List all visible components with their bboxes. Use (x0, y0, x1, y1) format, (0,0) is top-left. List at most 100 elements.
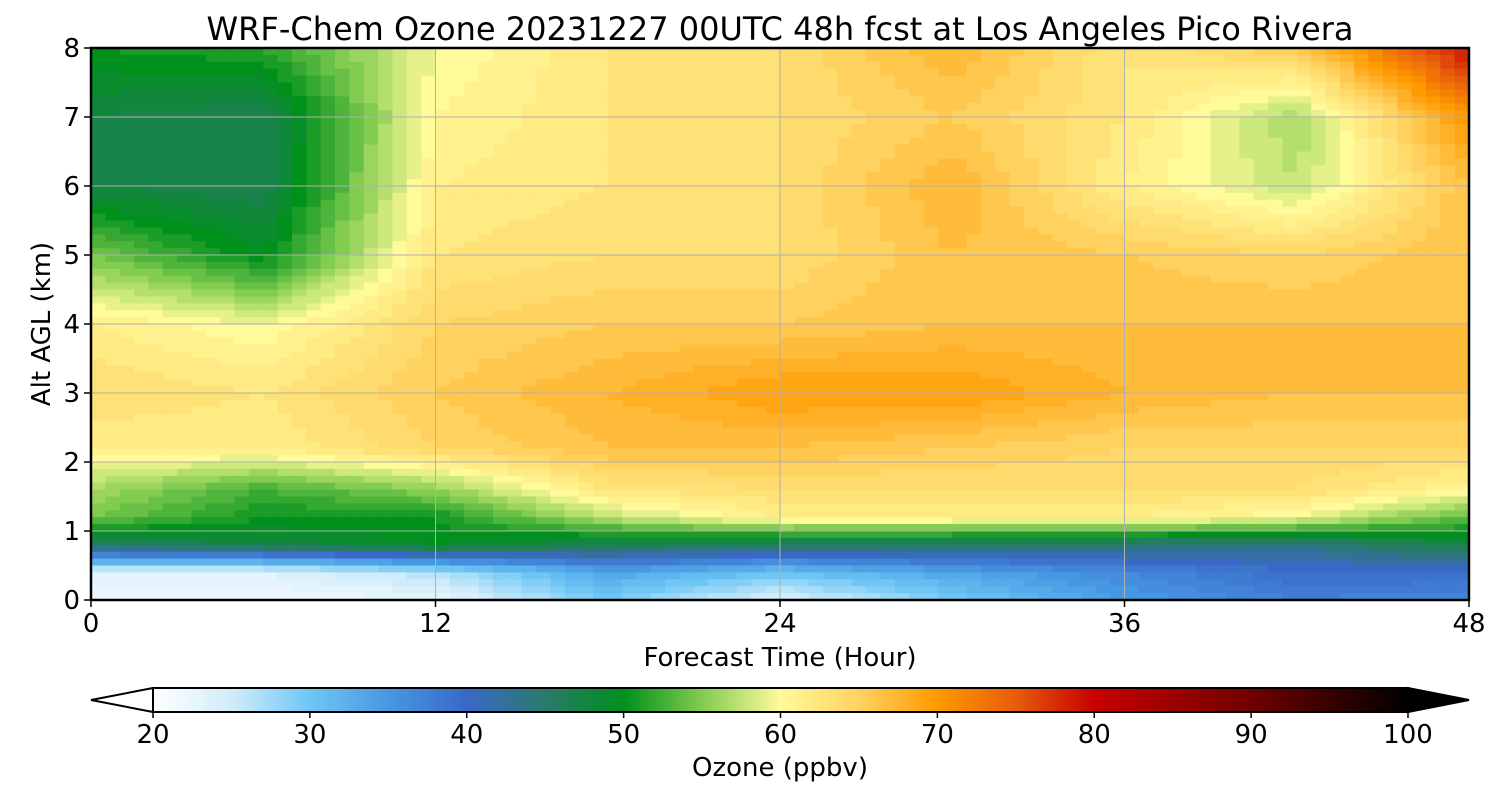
ozone-cell (1110, 344, 1126, 353)
ozone-cell (363, 151, 379, 159)
ozone-cell (693, 255, 709, 263)
ozone-cell (693, 110, 709, 118)
ozone-cell (1325, 386, 1341, 394)
ozone-cell (177, 358, 193, 366)
ozone-cell (650, 54, 666, 63)
ozone-cell (1052, 303, 1068, 311)
ozone-cell (177, 54, 193, 63)
ozone-cell (1425, 54, 1441, 63)
ozone-cell (1296, 372, 1312, 380)
ozone-cell (823, 206, 839, 215)
ozone-cell (478, 268, 494, 277)
ozone-cell (306, 61, 322, 70)
ozone-cell (579, 199, 594, 208)
ozone-cell (1282, 317, 1298, 325)
ozone-cell (492, 96, 508, 104)
ozone-cell (909, 82, 925, 90)
ozone-cell (1282, 110, 1298, 118)
ozone-cell (923, 248, 939, 256)
ozone-cell (1081, 255, 1097, 263)
ozone-cell (464, 324, 480, 332)
ozone-cell (1311, 68, 1327, 77)
ozone-cell (622, 324, 638, 332)
ozone-cell (105, 399, 121, 408)
ozone-cell (1311, 303, 1327, 311)
ozone-cell (1009, 296, 1025, 304)
ozone-cell (1224, 68, 1240, 77)
ozone-cell (507, 268, 523, 277)
ozone-cell (579, 255, 594, 263)
ozone-cell (823, 130, 839, 139)
ozone-cell (923, 151, 939, 159)
ozone-cell (1454, 358, 1469, 366)
ozone-cell (808, 275, 824, 284)
ozone-cell (550, 165, 566, 173)
ozone-cell (1024, 103, 1039, 111)
ozone-cell (205, 172, 221, 180)
ozone-cell (1067, 110, 1083, 118)
ozone-cell (335, 248, 350, 256)
ozone-cell (234, 255, 250, 263)
ozone-cell (220, 275, 236, 284)
ozone-cell (579, 61, 594, 70)
ozone-cell (1325, 351, 1341, 360)
ozone-cell (1138, 282, 1154, 291)
ozone-cell (636, 386, 652, 394)
ozone-cell (1081, 89, 1097, 97)
ozone-cell (679, 317, 695, 325)
ozone-cell (1440, 123, 1456, 132)
ozone-cell (650, 399, 666, 408)
ozone-cell (1038, 158, 1054, 166)
ozone-cell (550, 89, 566, 97)
ozone-cell (937, 186, 953, 194)
ozone-cell (980, 54, 996, 63)
ozone-cell (1196, 75, 1212, 84)
ozone-cell (1368, 117, 1384, 125)
ozone-cell (909, 393, 925, 401)
ozone-cell (248, 151, 264, 159)
ozone-cell (1224, 365, 1240, 373)
ozone-cell (1210, 61, 1226, 70)
ozone-cell (1239, 324, 1255, 332)
ozone-cell (1397, 75, 1413, 84)
ozone-cell (1397, 358, 1413, 366)
ozone-cell (550, 372, 566, 380)
ozone-cell (894, 75, 910, 84)
ozone-cell (248, 303, 264, 311)
ozone-cell (909, 158, 925, 166)
ozone-cell (1038, 234, 1054, 242)
ozone-cell (1067, 96, 1083, 104)
ozone-cell (134, 372, 150, 380)
ozone-cell (622, 48, 638, 56)
ozone-cell (593, 172, 609, 180)
ozone-cell (564, 165, 580, 173)
ozone-cell (1282, 351, 1298, 360)
ozone-cell (808, 344, 824, 353)
ozone-cell (1038, 151, 1054, 159)
ozone-cell (722, 330, 738, 339)
ozone-cell (119, 317, 135, 325)
ozone-cell (1095, 213, 1111, 222)
ozone-cell (1224, 241, 1240, 249)
ozone-cell (177, 103, 193, 111)
ozone-cell (894, 220, 910, 228)
ozone-cell (909, 303, 925, 311)
ozone-cell (148, 255, 164, 263)
ozone-cell (866, 351, 882, 360)
ozone-cell (291, 144, 307, 153)
ozone-cell (851, 275, 867, 284)
ozone-cell (335, 172, 350, 180)
ozone-cell (1411, 248, 1427, 256)
ozone-cell (1296, 344, 1312, 353)
ozone-cell (564, 48, 580, 56)
ozone-cell (1067, 393, 1083, 401)
ozone-cell (736, 89, 752, 97)
ozone-cell (1081, 158, 1097, 166)
ozone-cell (708, 199, 724, 208)
ozone-cell (1411, 227, 1427, 235)
ozone-cell (492, 48, 508, 56)
ozone-cell (507, 248, 523, 256)
ozone-cell (1038, 324, 1054, 332)
ozone-cell (320, 241, 336, 249)
ozone-cell (636, 310, 652, 318)
